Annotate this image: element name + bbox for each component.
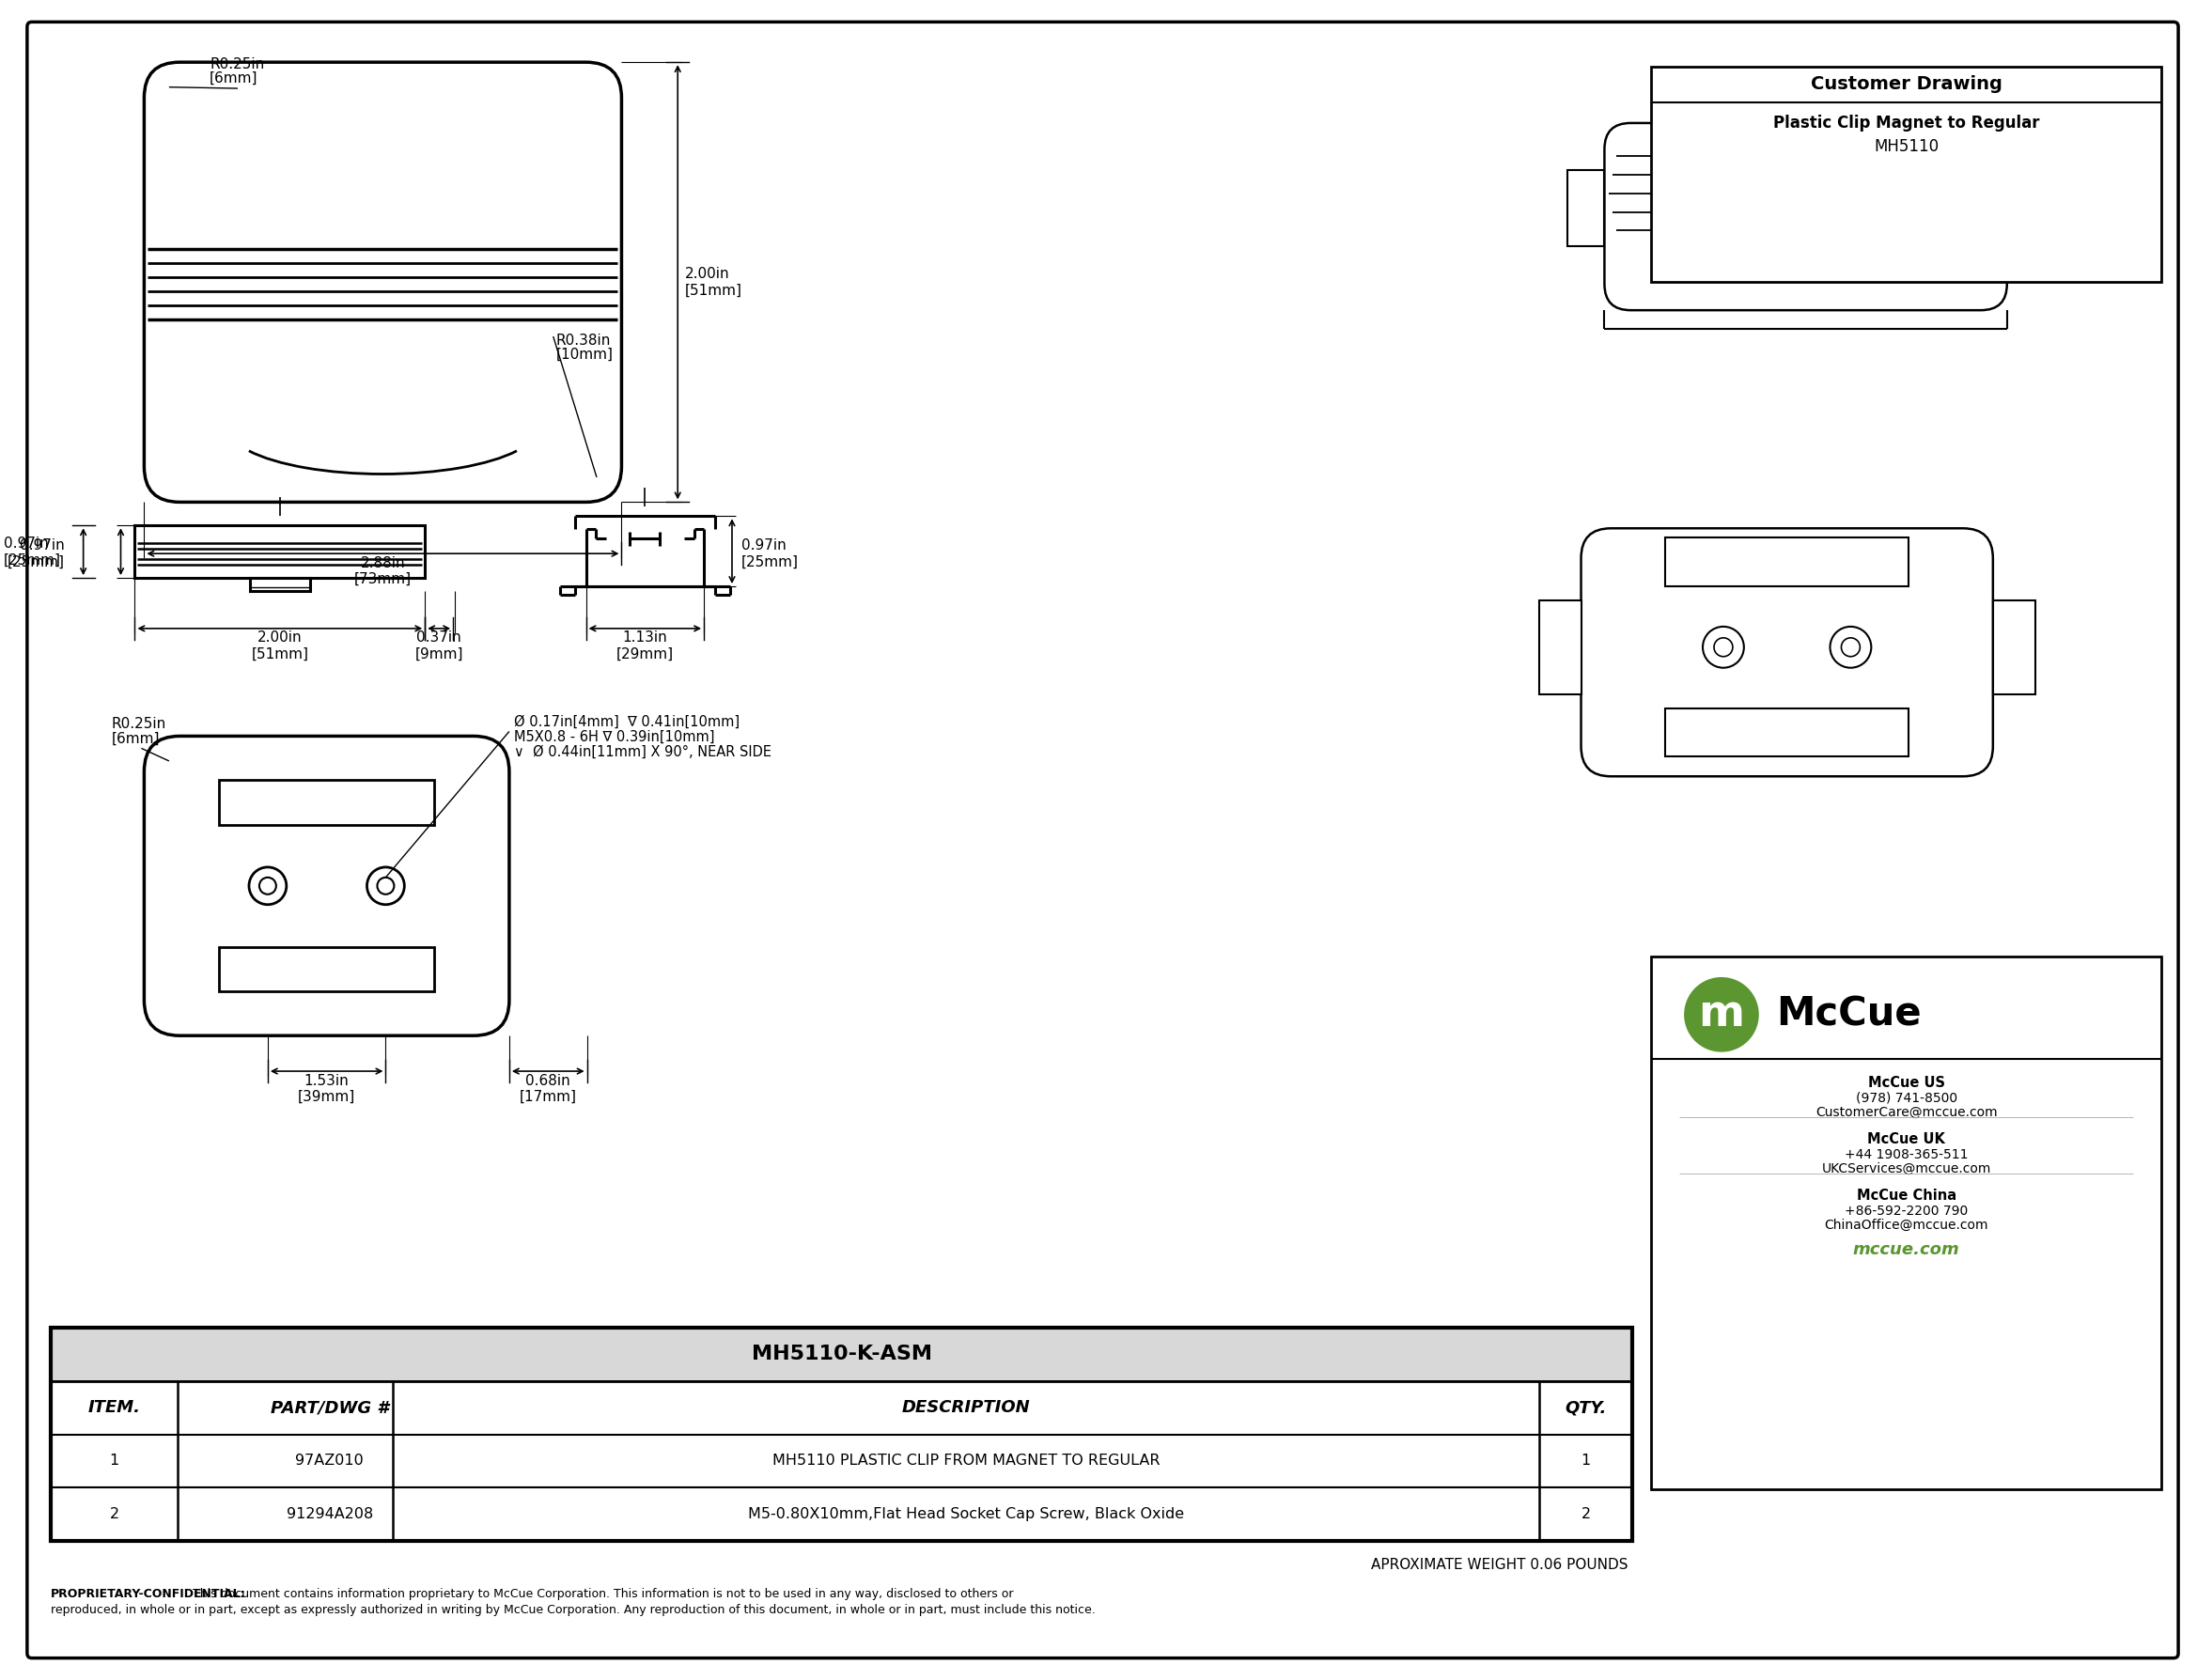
Circle shape [378, 877, 393, 894]
Circle shape [248, 867, 286, 904]
Text: McCue China: McCue China [1856, 1188, 1955, 1203]
Bar [51, 1488, 1632, 1541]
Text: M5-0.80X10mm,Flat Head Socket Cap Screw, Black Oxide: M5-0.80X10mm,Flat Head Socket Cap Screw,… [747, 1507, 1184, 1522]
Bar [134, 526, 424, 578]
Bar [1665, 707, 1909, 756]
Text: PROPRIETARY-CONFIDENTIAL:: PROPRIETARY-CONFIDENTIAL: [51, 1588, 246, 1599]
Text: 0.97in
[25mm]: 0.97in [25mm] [740, 538, 800, 570]
Text: m: m [1698, 993, 1744, 1035]
Circle shape [1714, 638, 1733, 657]
Text: +44 1908-365-511: +44 1908-365-511 [1845, 1147, 1969, 1161]
Text: reproduced, in whole or in part, except as expressly authorized in writing by Mc: reproduced, in whole or in part, except … [51, 1604, 1096, 1616]
Text: This document contains information proprietary to McCue Corporation. This inform: This document contains information propr… [189, 1588, 1013, 1599]
Text: McCue US: McCue US [1867, 1075, 1944, 1090]
Text: 2.00in
[51mm]: 2.00in [51mm] [685, 267, 743, 297]
Bar [51, 1327, 1632, 1381]
Text: MH5110: MH5110 [1874, 138, 1938, 155]
Bar [1538, 600, 1582, 694]
Text: 0.68in
[17mm]: 0.68in [17mm] [518, 1074, 578, 1104]
Text: 1.53in
[39mm]: 1.53in [39mm] [299, 1074, 356, 1104]
Text: 0.37in
[9mm]: 0.37in [9mm] [415, 630, 464, 662]
Bar [1652, 956, 2162, 1490]
Bar [51, 1327, 1632, 1541]
Text: (978) 741-8500: (978) 741-8500 [1856, 1092, 1958, 1105]
FancyBboxPatch shape [145, 62, 622, 502]
FancyBboxPatch shape [1582, 528, 1993, 776]
Bar [1652, 67, 2162, 282]
Text: +86-592-2200 790: +86-592-2200 790 [1845, 1205, 1969, 1218]
Circle shape [1703, 627, 1744, 667]
Text: UKCServices@mccue.com: UKCServices@mccue.com [1821, 1163, 1990, 1174]
Text: R0.25in: R0.25in [209, 57, 264, 72]
Circle shape [1841, 638, 1861, 657]
Bar [250, 578, 310, 591]
Bar [1665, 538, 1909, 586]
Bar [2008, 170, 2045, 247]
Text: R0.38in: R0.38in [556, 334, 611, 348]
Text: mccue.com: mccue.com [1852, 1242, 1960, 1258]
Text: [6mm]: [6mm] [112, 731, 160, 746]
Text: 0.97in
[25mm]: 0.97in [25mm] [4, 536, 62, 566]
Bar [220, 780, 435, 825]
Text: McCue UK: McCue UK [1867, 1132, 1944, 1146]
Text: ChinaOffice@mccue.com: ChinaOffice@mccue.com [1824, 1218, 1988, 1231]
Text: APROXIMATE WEIGHT 0.06 POUNDS: APROXIMATE WEIGHT 0.06 POUNDS [1371, 1557, 1628, 1572]
Circle shape [259, 877, 277, 894]
Text: MH5110-K-ASM: MH5110-K-ASM [751, 1346, 932, 1364]
Text: M5X0.8 - 6H ∇ 0.39in[10mm]: M5X0.8 - 6H ∇ 0.39in[10mm] [514, 729, 714, 744]
Text: 2: 2 [110, 1507, 119, 1522]
Text: Customer Drawing: Customer Drawing [1810, 76, 2001, 92]
Text: m: m [1098, 578, 1670, 1109]
Text: DESCRIPTION: DESCRIPTION [901, 1399, 1030, 1416]
Text: McCue: McCue [1775, 995, 1920, 1035]
Bar [1566, 170, 1604, 247]
Text: 1: 1 [1582, 1453, 1591, 1468]
Text: 0.97in
[25mm]: 0.97in [25mm] [7, 538, 64, 570]
Text: Plastic Clip Magnet to Regular: Plastic Clip Magnet to Regular [1773, 114, 2039, 131]
Circle shape [1685, 978, 1760, 1052]
Bar [51, 1435, 1632, 1488]
FancyBboxPatch shape [1604, 123, 2008, 311]
Text: MH5110 PLASTIC CLIP FROM MAGNET TO REGULAR: MH5110 PLASTIC CLIP FROM MAGNET TO REGUL… [771, 1453, 1160, 1468]
Bar [51, 1381, 1632, 1435]
Text: 2.88in
[73mm]: 2.88in [73mm] [354, 556, 411, 586]
FancyBboxPatch shape [145, 736, 510, 1035]
Circle shape [1830, 627, 1872, 667]
Text: 1: 1 [110, 1453, 119, 1468]
Text: [6mm]: [6mm] [209, 72, 257, 86]
Text: CustomerCare@mccue.com: CustomerCare@mccue.com [1815, 1105, 1997, 1119]
Text: R0.25in: R0.25in [112, 717, 167, 731]
Text: 2: 2 [1582, 1507, 1591, 1522]
Text: 97AZ010: 97AZ010 [294, 1453, 365, 1468]
Text: 91294A208: 91294A208 [286, 1507, 373, 1522]
Text: QTY.: QTY. [1564, 1399, 1606, 1416]
Bar [220, 948, 435, 991]
Text: Ø 0.17in[4mm]  ∇ 0.41in[10mm]: Ø 0.17in[4mm] ∇ 0.41in[10mm] [514, 714, 740, 729]
Bar [1993, 600, 2034, 694]
Text: [10mm]: [10mm] [556, 348, 613, 361]
Text: ITEM.: ITEM. [88, 1399, 141, 1416]
FancyBboxPatch shape [26, 22, 2177, 1658]
Text: PART/DWG #: PART/DWG # [270, 1399, 389, 1416]
Text: 1.13in
[29mm]: 1.13in [29mm] [615, 630, 674, 662]
Circle shape [367, 867, 404, 904]
Text: 2.00in
[51mm]: 2.00in [51mm] [250, 630, 308, 662]
Text: ∨  Ø 0.44in[11mm] X 90°, NEAR SIDE: ∨ Ø 0.44in[11mm] X 90°, NEAR SIDE [514, 744, 771, 759]
